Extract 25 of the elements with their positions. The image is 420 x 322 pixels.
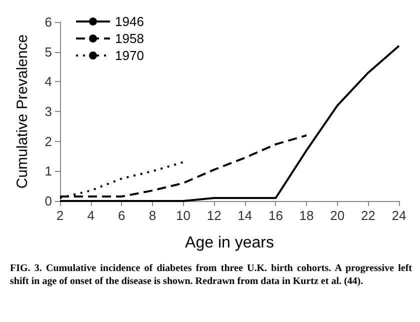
y-tick-label: 2 — [44, 134, 52, 149]
x-tick-label: 12 — [206, 208, 222, 223]
x-tick-label: 24 — [392, 208, 406, 223]
x-axis-title: Age in years — [185, 234, 274, 252]
x-tick-label: 8 — [148, 208, 156, 223]
y-tick-label: 3 — [44, 104, 52, 119]
legend-label: 1958 — [115, 31, 144, 46]
caption: FIG. 3. Cumulative incidence of diabetes from three U.K. birth cohorts. A progressive left shift in age of onset of the disease is shown. Redrawn from data in Kurtz et al. (44). — [10, 262, 412, 288]
y-tick-label: 5 — [44, 44, 52, 60]
y-tick-label: 0 — [44, 194, 52, 208]
x-tick-label: 6 — [118, 208, 126, 223]
x-tick-label: 18 — [299, 208, 314, 223]
x-tick-label: 22 — [360, 208, 376, 223]
x-tick-label: 20 — [330, 208, 345, 223]
legend-label: 1946 — [115, 14, 144, 29]
y-tick-label: 4 — [44, 74, 52, 90]
y-tick-label: 1 — [44, 164, 52, 179]
x-tick-label: 14 — [238, 208, 252, 223]
legend-label: 1970 — [115, 48, 144, 63]
y-axis-title: Cumulative Prevalence — [14, 34, 31, 189]
x-tick-label: 2 — [56, 208, 64, 223]
y-tick-label: 6 — [44, 14, 52, 30]
x-tick-label: 10 — [176, 208, 191, 223]
x-tick-label: 16 — [268, 208, 283, 223]
x-tick-label: 4 — [87, 208, 94, 223]
